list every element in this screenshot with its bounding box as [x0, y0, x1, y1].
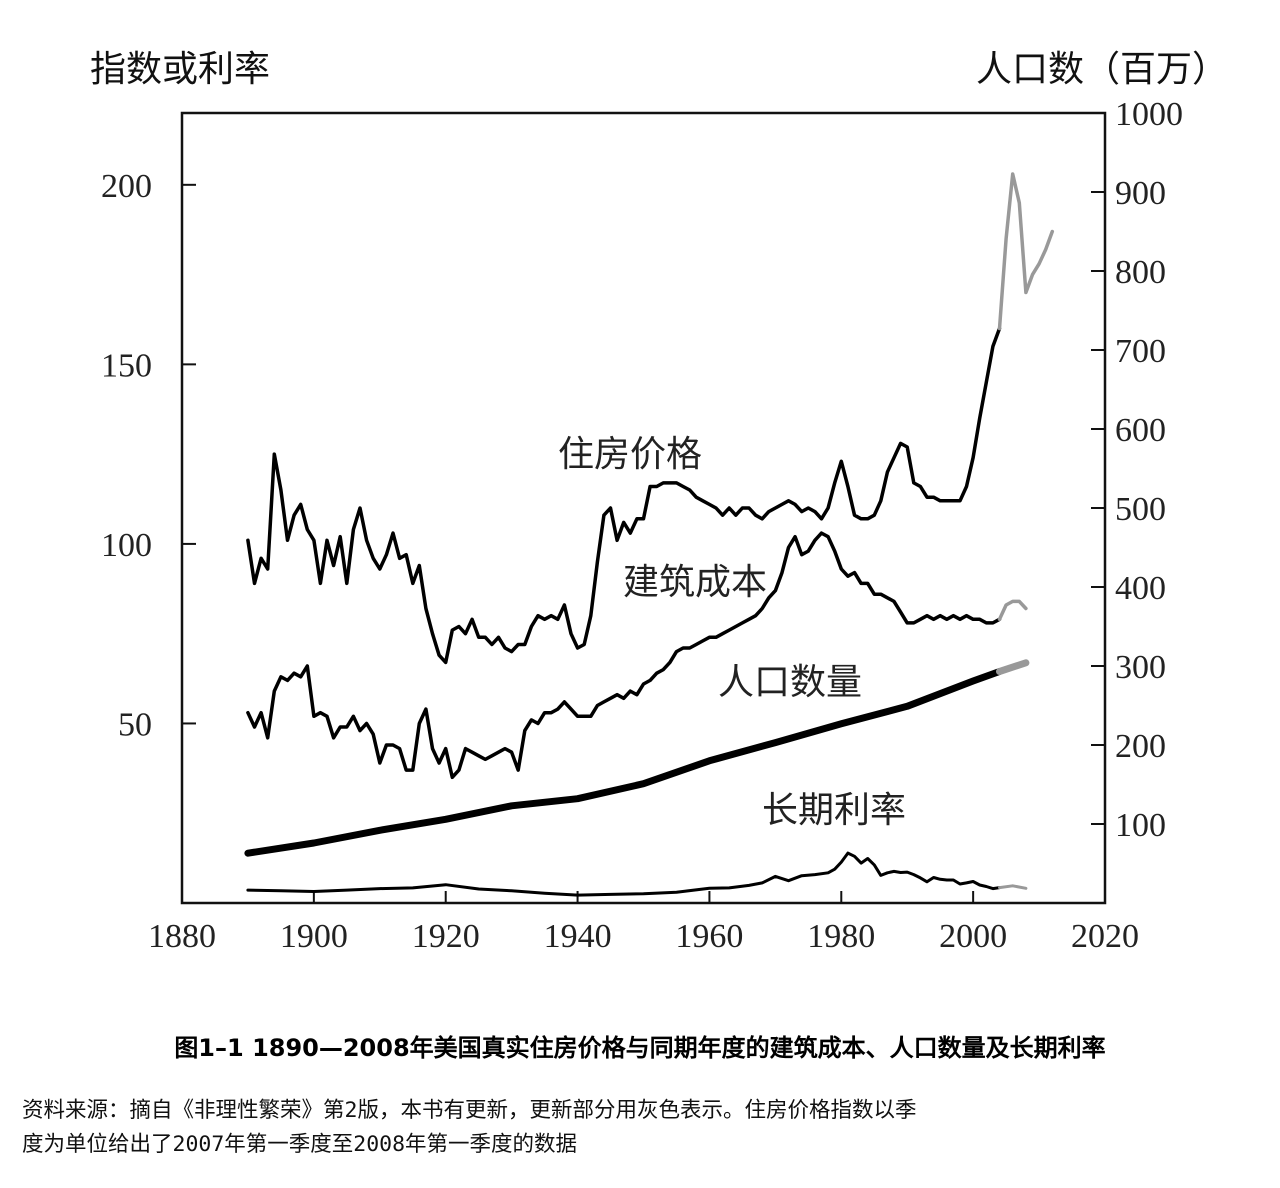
x-tick-label-1980: 1980 [807, 918, 875, 955]
series-update-line-2 [996, 659, 1030, 675]
right-tick-label-600: 600 [1115, 412, 1166, 449]
right-tick-label-800: 800 [1115, 254, 1166, 291]
series-label-2: 人口数量 [718, 662, 862, 703]
source-note-line-2: 度为单位给出了2007年第一季度至2008年第一季度的数据 [22, 1132, 578, 1157]
right-tick-label-400: 400 [1115, 570, 1166, 607]
source-note-line-1: 资料来源：摘自《非理性繁荣》第2版，本书有更新，更新部分用灰色表示。住房价格指数… [22, 1098, 917, 1123]
right-tick-label-1000: 1000 [1115, 96, 1183, 133]
chart-area: 指数或利率 人口数（百万） 1880 1900 1920 1940 1960 1980 20… [90, 49, 1228, 955]
line-chart: 1880 1900 1920 1940 1960 1980 2000 2020 50 100 150… [101, 96, 1183, 955]
right-tick-label-900: 900 [1115, 175, 1166, 212]
x-tick-label-2000: 2000 [939, 918, 1007, 955]
left-tick-label-50: 50 [118, 706, 152, 743]
left-tick-label-150: 150 [101, 347, 152, 384]
x-tick-label-1880: 1880 [148, 918, 216, 955]
figure-caption: 图1–1 1890—2008年美国真实住房价格与同期年度的建筑成本、人口数量及长… [174, 1034, 1106, 1062]
series-line-3 [246, 851, 1001, 897]
series-update-line-3 [998, 884, 1028, 890]
left-tick-label-200: 200 [101, 168, 152, 205]
x-tick-label-2020: 2020 [1071, 918, 1139, 955]
series-line-2 [244, 668, 1003, 857]
source-note: 资料来源：摘自《非理性繁荣》第2版，本书有更新，更新部分用灰色表示。住房价格指数… [22, 1094, 1262, 1162]
right-axis-title: 人口数（百万） [975, 49, 1228, 90]
series-line-1 [246, 531, 1002, 780]
x-tick-label-1900: 1900 [280, 918, 348, 955]
x-tick-label-1940: 1940 [544, 918, 612, 955]
right-tick-label-700: 700 [1115, 333, 1166, 370]
right-tick-label-200: 200 [1115, 728, 1166, 765]
series-label-0: 住房价格 [558, 434, 702, 475]
series-label-3: 长期利率 [762, 790, 906, 831]
x-tick-label-1960: 1960 [675, 918, 743, 955]
series-label-1: 建筑成本 [623, 562, 767, 603]
right-tick-label-500: 500 [1115, 491, 1166, 528]
left-axis-title: 指数或利率 [90, 49, 271, 90]
x-tick-label-1920: 1920 [412, 918, 480, 955]
left-tick-label-100: 100 [101, 527, 152, 564]
series-update-line-1 [997, 599, 1028, 622]
series-line-0 [246, 326, 1002, 665]
right-tick-label-300: 300 [1115, 649, 1166, 686]
series-update-line-0 [997, 172, 1055, 331]
right-tick-label-100: 100 [1115, 807, 1166, 844]
